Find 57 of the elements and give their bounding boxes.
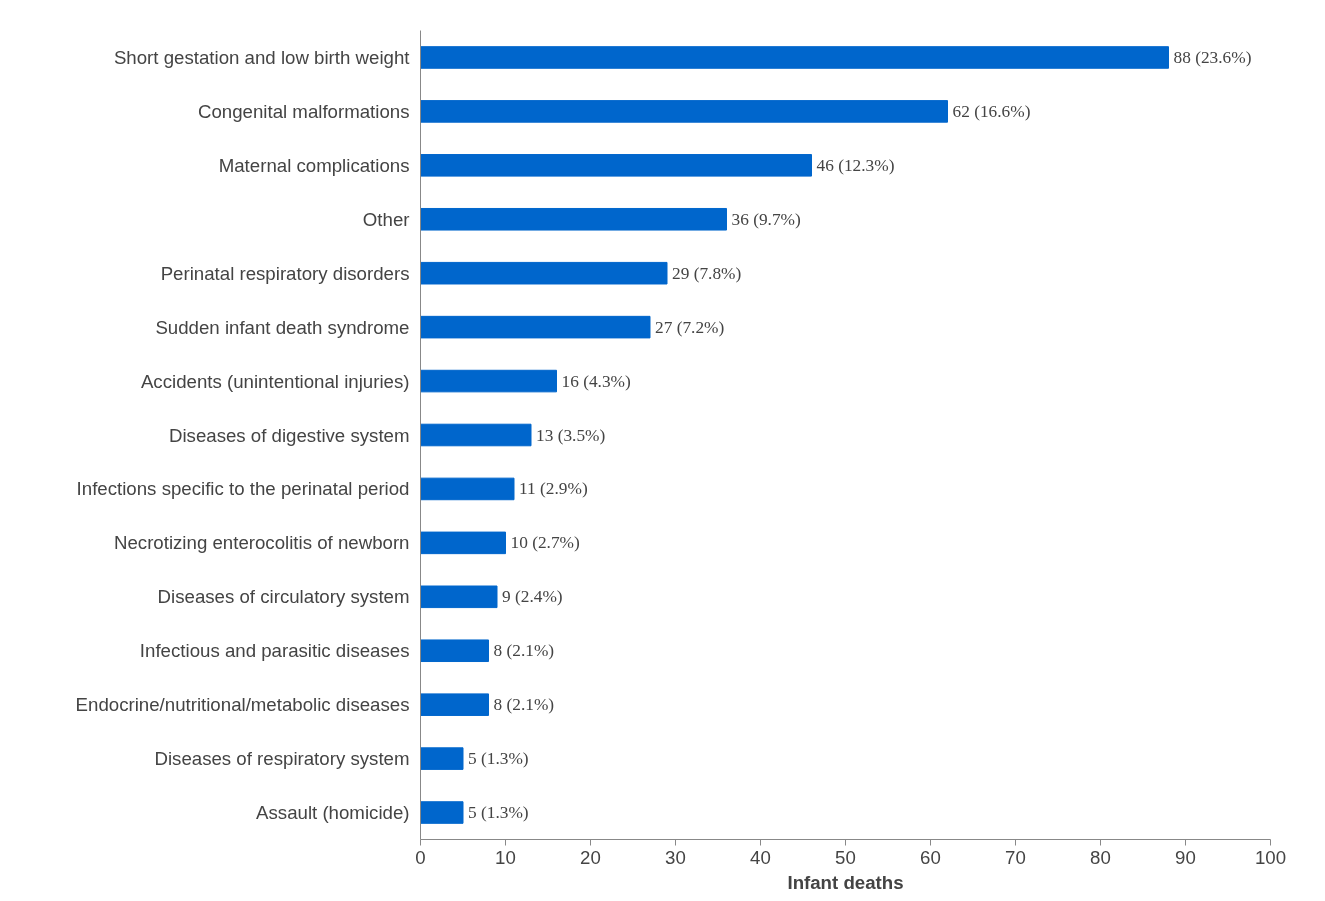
x-tick-label: 40 [750, 846, 771, 868]
y-tick-label: Short gestation and low birth weight [113, 46, 411, 68]
bar [420, 639, 489, 663]
data-label: 5 (1.3%) [468, 803, 529, 823]
bar [420, 154, 812, 177]
y-tick-label: Diseases of circulatory system [157, 586, 410, 608]
y-tick-label: Infectious and parasitic diseases [139, 640, 410, 662]
data-label: 16 (4.3%) [561, 371, 632, 391]
y-tick-label: Maternal complications [218, 154, 410, 176]
data-label: 10 (2.7%) [510, 533, 581, 553]
y-tick-label: Infections specific to the perinatal period [76, 478, 410, 500]
data-label: 11 (2.9%) [519, 479, 588, 499]
data-label: 88 (23.6%) [1173, 47, 1252, 67]
bar [420, 369, 557, 393]
y-tick-label: Congenital malformations [197, 100, 410, 122]
y-tick-label: Sudden infant death syndrome [155, 316, 410, 338]
bar [420, 477, 515, 501]
data-label: 9 (2.4%) [502, 587, 563, 607]
y-tick-label: Necrotizing enterocolitis of newborn [113, 532, 410, 554]
data-label: 5 (1.3%) [468, 749, 529, 769]
y-tick-label: Other [362, 208, 410, 230]
x-tick-label: 80 [1090, 846, 1111, 868]
x-tick-label: 10 [495, 846, 516, 868]
bar [420, 531, 506, 555]
data-label: 8 (2.1%) [493, 695, 555, 715]
x-tick-label: 30 [665, 846, 686, 868]
x-tick-label: 50 [835, 846, 856, 868]
x-tick-label: 70 [1005, 846, 1026, 868]
x-tick-label: 0 [415, 846, 426, 868]
bar [420, 585, 498, 609]
y-tick-label: Assault (homicide) [256, 802, 410, 824]
bar [420, 693, 489, 716]
bar [420, 100, 948, 123]
bar [420, 261, 668, 285]
y-tick-label: Perinatal respiratory disorders [160, 262, 410, 284]
x-tick-label: 90 [1175, 846, 1196, 868]
bar [420, 423, 532, 447]
data-label: 8 (2.1%) [493, 641, 555, 661]
data-label: 46 (12.3%) [816, 155, 895, 175]
data-label: 36 (9.7%) [731, 209, 802, 229]
bar [420, 315, 651, 339]
x-tick-label: 60 [920, 846, 941, 868]
bar [420, 46, 1169, 69]
data-label: 29 (7.8%) [672, 263, 742, 283]
data-label: 27 (7.2%) [655, 317, 725, 337]
y-tick-label: Diseases of respiratory system [154, 748, 410, 770]
x-axis-title: Infant deaths [787, 871, 904, 893]
bar [420, 801, 464, 824]
y-tick-label: Diseases of digestive system [168, 424, 410, 446]
data-label: 13 (3.5%) [536, 425, 606, 445]
bar [420, 747, 464, 770]
bar [420, 207, 727, 231]
x-tick-label: 20 [580, 846, 601, 868]
y-tick-label: Accidents (unintentional injuries) [140, 370, 410, 392]
data-label: 62 (16.6%) [952, 101, 1031, 121]
x-tick-label: 100 [1254, 846, 1287, 868]
y-tick-label: Endocrine/nutritional/metabolic diseases [75, 694, 410, 716]
